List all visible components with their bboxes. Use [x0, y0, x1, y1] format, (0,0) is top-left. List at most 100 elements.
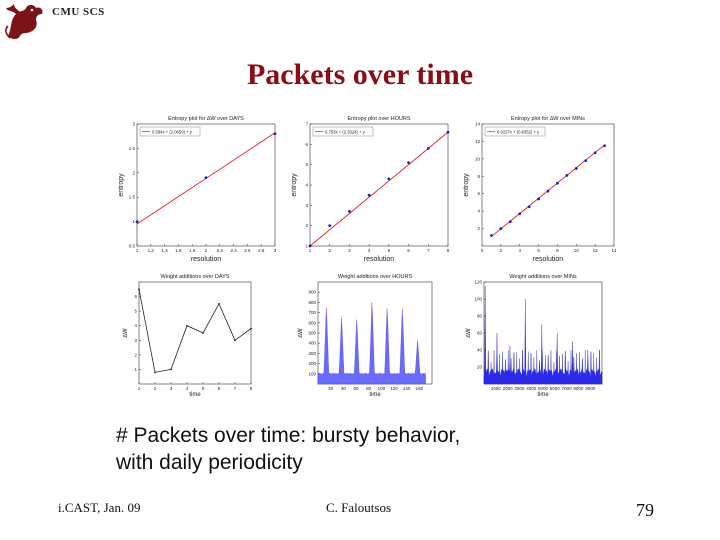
x-tick-label: 2.4	[230, 248, 237, 253]
legend-box	[139, 126, 201, 137]
footer-event: i.CAST, Jan. 09	[58, 500, 141, 515]
chart-entropy-mins: Entropy plot for ∆W over MINs 0 2 4 6 8 10 12 14…	[463, 116, 617, 263]
y-tick-label: 40	[477, 348, 483, 353]
x-axis-label: resolution	[533, 256, 563, 263]
x-tick-label: 6	[218, 386, 221, 391]
x-tick-label: 6000	[550, 386, 561, 391]
data-point	[138, 288, 140, 291]
chart-title: Weight additions over HOURS	[338, 274, 413, 280]
series-line	[138, 289, 252, 373]
data-point	[584, 159, 588, 162]
x-axis-label: time	[369, 392, 381, 398]
burst-area	[483, 286, 603, 385]
x-axis-label: time	[537, 392, 549, 398]
y-tick-label: 60	[477, 331, 483, 336]
x-tick-label: 2.2	[217, 248, 224, 253]
plot-frame	[309, 123, 449, 247]
y-axis-label: entropy	[291, 173, 298, 197]
x-tick-label: 3	[274, 248, 277, 253]
y-tick-label: 400	[308, 341, 316, 346]
data-point	[308, 244, 312, 248]
data-point	[527, 205, 531, 209]
y-tick-label: 500	[308, 331, 316, 336]
x-tick-label: 120	[390, 386, 398, 391]
plot-frame	[138, 281, 252, 385]
plot-frame	[317, 281, 433, 385]
footer-author: C. Faloutsos	[326, 500, 392, 515]
data-point	[556, 181, 559, 185]
x-tick-label: 1	[138, 386, 141, 391]
y-tick-label: 2	[134, 352, 137, 357]
page-number: 79	[636, 500, 654, 520]
legend-text: 0.0237x + (0.8352) + y	[497, 130, 540, 135]
y-tick-label: 20	[477, 365, 483, 370]
data-point	[446, 130, 450, 134]
x-tick-label: 1.6	[175, 248, 182, 253]
chart-entropy-days: Entropy plot for ∆W over DAYS 1 1.2 1.4 1.6 1…	[118, 116, 277, 263]
plot-frame	[136, 123, 276, 247]
y-tick-label: 2	[305, 223, 308, 228]
data-point	[508, 220, 512, 223]
x-tick-label: 1000	[491, 386, 502, 391]
y-tick-label: 4	[134, 323, 137, 328]
data-point	[574, 167, 578, 170]
y-tick-label: 14	[475, 122, 481, 127]
data-point	[328, 224, 332, 228]
x-tick-label: 2.8	[258, 248, 265, 253]
x-tick-label: 1.2	[148, 248, 155, 253]
y-tick-label: 1	[134, 367, 137, 372]
y-tick-label: 8	[477, 174, 480, 179]
x-tick-label: 9000	[585, 386, 596, 391]
y-tick-label: 100	[474, 297, 482, 302]
y-axis-label: ∆W	[122, 328, 129, 338]
data-point	[499, 227, 503, 230]
data-point	[218, 302, 220, 305]
chart-title: Entropy plot for ∆W over MINs	[511, 116, 585, 122]
x-tick-label: 100	[378, 386, 386, 391]
y-tick-label: 1	[132, 219, 135, 224]
slide-caption: # Packets over time: bursty behavior, wi…	[116, 422, 460, 476]
data-point	[387, 177, 391, 181]
y-tick-label: 6	[477, 191, 480, 196]
y-tick-label: 0.5	[129, 244, 136, 249]
data-point	[593, 151, 597, 155]
x-tick-label: 160	[416, 386, 424, 391]
griffin-logo-icon	[5, 4, 43, 39]
legend-text: 0.594x + (2.0659) + y	[152, 130, 193, 135]
x-tick-label: 8	[447, 248, 450, 253]
y-tick-label: 6	[305, 142, 308, 147]
x-axis-label: resolution	[364, 256, 394, 263]
y-tick-label: 7	[305, 122, 308, 127]
data-point	[204, 176, 208, 180]
data-point	[348, 210, 351, 213]
x-tick-label: 3	[348, 248, 351, 253]
x-tick-label: 1	[136, 248, 139, 253]
y-axis-label: entropy	[463, 173, 470, 197]
data-point	[202, 332, 204, 334]
x-tick-label: 8	[250, 386, 253, 391]
x-tick-label: 20	[328, 386, 334, 391]
plot-frame	[483, 281, 603, 385]
x-tick-label: 2	[205, 248, 208, 253]
x-tick-label: 7	[427, 248, 430, 253]
data-point	[537, 197, 540, 201]
y-tick-label: 5	[305, 162, 308, 167]
y-tick-label: 3	[305, 203, 308, 208]
org-label: CMU SCS	[52, 6, 105, 18]
chart-title: Entropy plot for ∆W over DAYS	[168, 116, 244, 122]
slide-title: Packets over time	[246, 58, 474, 91]
data-point	[273, 132, 277, 136]
y-axis-label: entropy	[118, 173, 125, 197]
y-tick-label: 1	[305, 244, 308, 249]
data-point	[135, 220, 139, 223]
y-tick-label: 200	[308, 361, 316, 366]
data-point	[250, 327, 252, 330]
x-tick-label: 6	[407, 248, 410, 253]
x-tick-label: 2.6	[244, 248, 251, 253]
x-tick-label: 5000	[538, 386, 549, 391]
y-tick-label: 1.5	[129, 195, 136, 200]
x-tick-label: 10	[574, 248, 580, 253]
x-tick-label: 1.4	[161, 248, 168, 253]
x-tick-label: 14	[611, 248, 617, 253]
